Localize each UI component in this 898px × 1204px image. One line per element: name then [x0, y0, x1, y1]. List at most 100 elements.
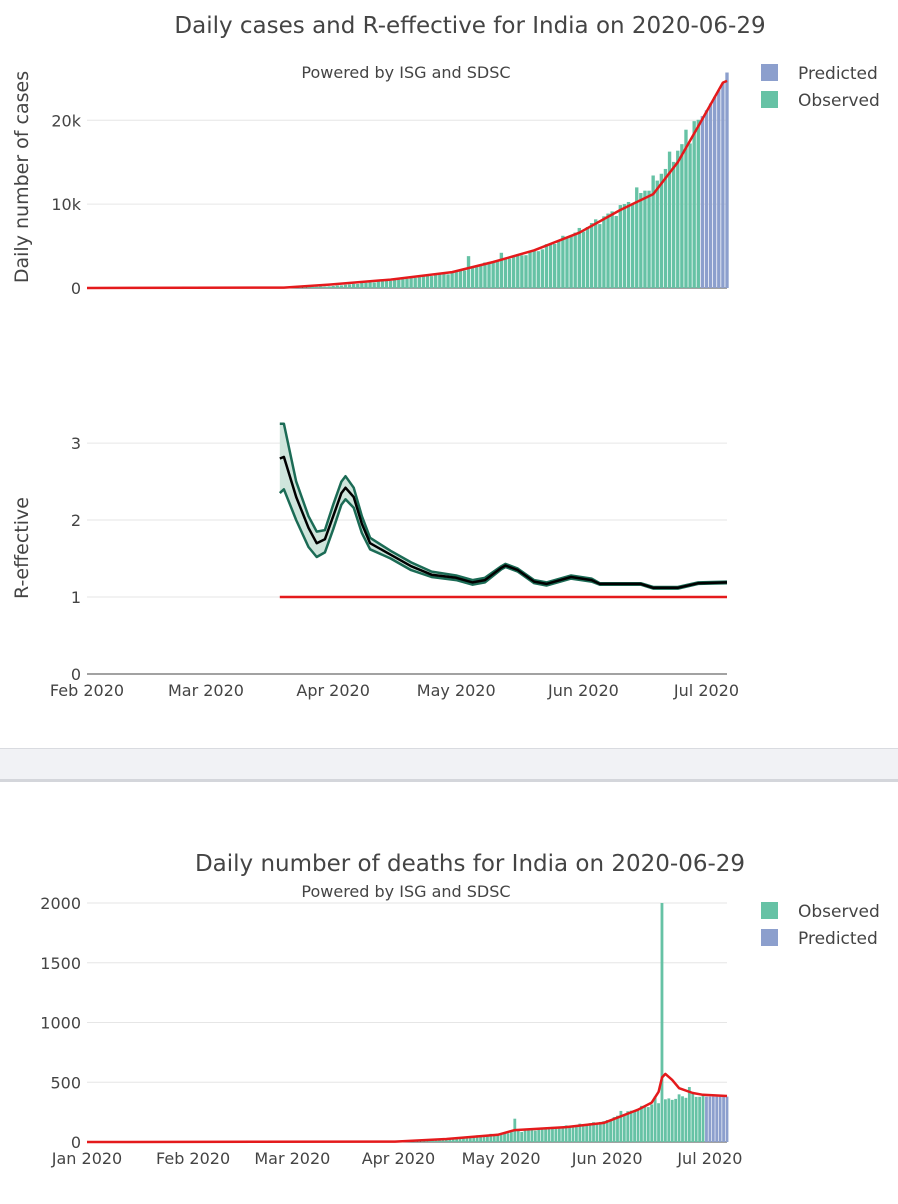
- deaths-observed-bar: [507, 1133, 510, 1142]
- r-upper-line: [280, 424, 727, 587]
- deaths-observed-bar: [698, 1097, 701, 1142]
- cases-observed-bar: [512, 256, 515, 288]
- deaths-chart-title: Daily number of deaths for India on 2020…: [195, 851, 745, 877]
- legend-swatch-predicted: [761, 64, 778, 81]
- cases-observed-bar: [504, 258, 507, 288]
- cases-predicted-bar: [709, 104, 712, 288]
- deaths-legend-swatch-observed: [761, 902, 778, 919]
- chart-title: Daily cases and R-effective for India on…: [174, 13, 765, 39]
- cases-observed-bar: [615, 216, 618, 288]
- cases-y-tick-label: 10k: [51, 195, 81, 214]
- deaths-observed-bar: [674, 1099, 677, 1142]
- r-x-tick-label: Feb 2020: [50, 681, 124, 700]
- deaths-legend-item-predicted[interactable]: Predicted: [761, 929, 878, 949]
- deaths-observed-bar: [606, 1120, 609, 1142]
- deaths-x-tick-label: Mar 2020: [254, 1149, 330, 1168]
- cases-observed-bar: [656, 181, 659, 288]
- deaths-observed-bar: [572, 1126, 575, 1142]
- cases-observed-bar: [323, 287, 326, 288]
- deaths-observed-bar: [585, 1124, 588, 1142]
- deaths-observed-bar: [575, 1125, 578, 1142]
- cases-observed-bar: [364, 283, 367, 288]
- deaths-observed-bar: [510, 1132, 513, 1142]
- chart-subtitle: Powered by ISG and SDSC: [301, 63, 510, 82]
- deaths-observed-bar: [647, 1107, 650, 1142]
- cases-observed-bar: [405, 279, 408, 288]
- deaths-observed-bar: [524, 1130, 527, 1142]
- cases-predicted-bar: [713, 97, 716, 288]
- deaths-x-tick-label: Apr 2020: [362, 1149, 435, 1168]
- deaths-chart-subtitle: Powered by ISG and SDSC: [301, 882, 510, 901]
- cases-observed-bar: [606, 214, 609, 288]
- cases-observed-bar: [393, 279, 396, 288]
- cases-observed-bar: [360, 283, 363, 288]
- cases-observed-bar: [590, 223, 593, 288]
- deaths-observed-bar: [626, 1111, 629, 1142]
- deaths-predicted-bar: [705, 1097, 708, 1142]
- legend-item-observed[interactable]: Observed: [761, 91, 880, 111]
- cases-observed-bar: [491, 262, 494, 288]
- deaths-legend-label-predicted: Predicted: [798, 929, 878, 949]
- cases-observed-bar: [508, 259, 511, 288]
- deaths-observed-bar: [654, 1097, 657, 1142]
- deaths-observed-bar: [685, 1098, 688, 1142]
- deaths-predicted-bar: [726, 1097, 729, 1142]
- deaths-observed-bar: [630, 1111, 633, 1142]
- deaths-predicted-bar: [712, 1097, 715, 1142]
- r-y-tick-label: 1: [71, 588, 81, 607]
- cases-observed-bar: [516, 254, 519, 288]
- deaths-observed-bar: [664, 1099, 667, 1142]
- cases-observed-bar: [697, 120, 700, 288]
- deaths-observed-bar: [544, 1129, 547, 1142]
- r-x-tick-label: Apr 2020: [296, 681, 369, 700]
- deaths-observed-bar: [678, 1094, 681, 1142]
- deaths-x-tick-label: Jun 2020: [571, 1149, 643, 1168]
- deaths-observed-bar: [548, 1129, 551, 1142]
- cases-observed-bar: [602, 216, 605, 288]
- cases-observed-bar: [446, 274, 449, 288]
- deaths-y-tick-label: 500: [50, 1073, 81, 1092]
- deaths-observed-bar: [561, 1127, 564, 1142]
- cases-observed-bar: [381, 281, 384, 288]
- deaths-x-tick-label: May 2020: [462, 1149, 541, 1168]
- legend[interactable]: Predicted Observed: [761, 64, 880, 111]
- cases-observed-bar: [574, 233, 577, 288]
- cases-observed-bar: [319, 286, 322, 288]
- legend-item-predicted[interactable]: Predicted: [761, 64, 878, 84]
- cases-observed-bar: [331, 286, 334, 288]
- cases-observed-bar: [340, 285, 343, 288]
- deaths-legend-item-observed[interactable]: Observed: [761, 902, 880, 922]
- cases-observed-bar: [680, 144, 683, 288]
- deaths-observed-bar: [667, 1098, 670, 1142]
- cases-observed-bar: [496, 261, 499, 288]
- cases-observed-bar: [557, 241, 560, 288]
- cases-y-axis-label: Daily number of cases: [11, 71, 33, 283]
- cases-observed-bar: [344, 285, 347, 288]
- cases-observed-bar: [475, 266, 478, 288]
- cases-observed-bar: [442, 273, 445, 288]
- r-y-tick-label: 2: [71, 511, 81, 530]
- cases-observed-bar: [372, 282, 375, 288]
- cases-observed-bar: [336, 285, 339, 288]
- deaths-observed-bar: [637, 1109, 640, 1142]
- deaths-observed-bar: [541, 1129, 544, 1142]
- cases-observed-bar: [327, 286, 330, 288]
- deaths-y-tick-label: 2000: [40, 894, 81, 913]
- cases-observed-bar: [426, 275, 429, 288]
- deaths-observed-bar: [609, 1120, 612, 1142]
- cases-observed-bar: [401, 279, 404, 288]
- cases-observed-bar: [672, 162, 675, 288]
- cases-observed-bar: [471, 266, 474, 288]
- deaths-observed-bar: [517, 1131, 520, 1142]
- cases-predicted-bar: [721, 83, 724, 288]
- cases-observed-bar: [647, 191, 650, 288]
- cases-observed-bar: [549, 244, 552, 288]
- deaths-observed-bar: [558, 1127, 561, 1142]
- section-divider: [0, 748, 898, 782]
- deaths-legend[interactable]: Observed Predicted: [761, 902, 880, 949]
- deaths-observed-bar: [643, 1107, 646, 1142]
- r-x-tick-label: May 2020: [417, 681, 496, 700]
